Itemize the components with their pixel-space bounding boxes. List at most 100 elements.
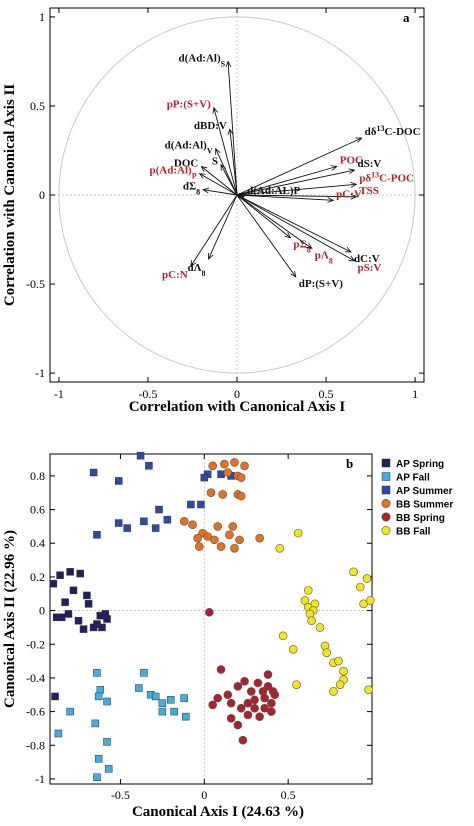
point-ap-spring <box>56 571 64 579</box>
panel-b-y-axis-label: Canonical Axis II (22.96 %) <box>2 530 18 708</box>
point-bb-summer <box>223 468 233 477</box>
vector-label: pΛ8 <box>315 249 333 265</box>
point-bb-spring <box>233 682 243 691</box>
point-bb-spring <box>260 703 269 713</box>
point-bb-summer <box>193 533 202 543</box>
vector-arrow <box>236 194 351 252</box>
vector-label: dP:(S+V) <box>299 278 343 290</box>
point-ap-fall <box>103 697 111 706</box>
vector-arrow <box>201 167 238 196</box>
point-ap-summer <box>200 473 209 482</box>
panel-b-ticks: -0.5 0 0.5 -1 -0.8 -0.6 -0.4 -0.2 0 0.2 0.4 0.6 0.8 <box>26 454 372 802</box>
point-bb-spring <box>233 720 243 730</box>
y-tick-label: -0.4 <box>26 671 45 685</box>
vector-label: d(Ad:Al)V <box>165 140 213 156</box>
point-bb-fall <box>300 596 310 605</box>
vector-arrow <box>236 167 337 196</box>
point-bb-fall <box>366 596 375 605</box>
point-bb-spring <box>216 665 226 674</box>
point-bb-summer <box>206 488 216 498</box>
vector-label: d(Ad:Al)S <box>178 52 225 68</box>
vector-label: S <box>212 156 218 168</box>
point-ap-fall <box>182 712 190 721</box>
point-bb-summer <box>216 542 226 551</box>
point-ap-summer <box>151 524 160 532</box>
point-ap-fall <box>93 669 101 677</box>
panel-a-label: a <box>403 10 410 25</box>
vector-label: dC:V <box>354 253 380 265</box>
point-ap-summer <box>217 470 225 478</box>
legend-marker-ap-summer <box>381 485 391 495</box>
point-bb-spring <box>243 698 253 708</box>
point-ap-spring <box>61 598 69 606</box>
point-bb-fall <box>322 648 332 657</box>
point-ap-fall <box>104 765 113 773</box>
point-bb-fall <box>362 574 372 583</box>
point-bb-spring <box>236 703 246 713</box>
y-tick-label: 0.4 <box>30 536 45 550</box>
point-ap-fall <box>180 694 188 702</box>
vector-arrow <box>236 194 312 248</box>
vector-label: pC:V <box>336 188 362 200</box>
legend-label-ap-fall: AP Fall <box>396 473 430 484</box>
vector-label: dΛ8 <box>187 262 205 278</box>
point-ap-summer <box>93 531 101 539</box>
vector-label: pC:N <box>162 269 188 281</box>
point-ap-spring <box>49 579 58 588</box>
point-bb-summer <box>210 535 219 545</box>
point-ap-spring <box>66 568 74 576</box>
panel-b-frame <box>49 453 373 785</box>
legend-label-bb-summer: BB Summer <box>396 500 453 511</box>
y-tick-label: -0.8 <box>26 738 45 752</box>
point-ap-spring <box>83 591 91 600</box>
vector-arrow <box>208 194 238 259</box>
legend-label-bb-spring: BB Spring <box>396 513 445 524</box>
panel-b-x-axis-label: Canonical Axis I (24.63 %) <box>132 804 304 820</box>
point-bb-fall <box>364 685 373 695</box>
point-ap-fall <box>94 754 103 763</box>
vector-label: d(Ad:AL)P <box>247 185 300 197</box>
point-ap-summer <box>115 519 123 527</box>
vector-label: p(Ad:Al)P <box>150 165 197 181</box>
point-bb-spring <box>213 693 223 703</box>
point-bb-summer <box>188 520 197 530</box>
point-bb-summer <box>240 461 249 471</box>
point-bb-fall <box>293 528 303 538</box>
point-bb-spring <box>246 687 256 696</box>
vector-label: TSS <box>359 185 379 197</box>
point-ap-fall <box>96 685 105 694</box>
x-tick-label: -1 <box>54 387 64 401</box>
y-tick-label: 0 <box>39 604 45 618</box>
point-bb-fall <box>349 567 358 577</box>
vector-arrow <box>200 174 238 196</box>
point-ap-spring <box>76 569 84 578</box>
y-tick-label: -0.6 <box>26 705 45 719</box>
point-bb-fall <box>334 656 343 666</box>
y-tick-label: 0 <box>39 188 45 202</box>
panel-a-y-axis-label: Correlation with Canonical Axis II <box>2 84 18 306</box>
point-bb-fall <box>329 687 338 696</box>
point-bb-spring <box>260 693 269 703</box>
legend-marker-bb-fall <box>381 525 391 535</box>
legend-label-bb-fall: BB Fall <box>396 527 431 538</box>
point-ap-summer <box>155 505 163 514</box>
point-ap-summer <box>163 515 172 524</box>
point-bb-summer <box>230 543 239 553</box>
point-bb-summer <box>179 517 189 526</box>
point-bb-summer <box>220 459 229 469</box>
vector-label: pΣ8 <box>293 239 310 255</box>
point-ap-fall <box>151 692 160 701</box>
point-bb-spring <box>238 735 248 745</box>
point-bb-spring <box>267 707 276 716</box>
point-ap-fall <box>158 707 167 716</box>
point-ap-fall <box>167 696 175 704</box>
point-ap-fall <box>94 692 103 701</box>
point-ap-spring <box>64 610 73 618</box>
vector-label: dS:V <box>358 158 382 170</box>
point-ap-summer <box>89 468 98 477</box>
point-bb-spring <box>226 698 236 708</box>
legend-label-ap-summer: AP Summer <box>396 486 453 497</box>
vector-arrow <box>236 138 362 196</box>
point-bb-fall <box>288 645 298 654</box>
vector-arrow <box>230 129 238 196</box>
